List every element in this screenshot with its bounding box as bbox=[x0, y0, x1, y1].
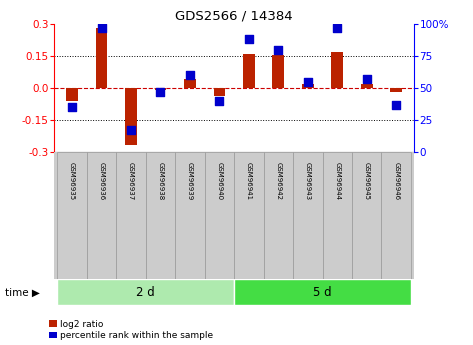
Legend: log2 ratio, percentile rank within the sample: log2 ratio, percentile rank within the s… bbox=[50, 320, 213, 341]
Bar bbox=[263, 152, 293, 279]
Text: GSM96941: GSM96941 bbox=[246, 162, 252, 200]
Text: 5 d: 5 d bbox=[313, 286, 332, 299]
Bar bbox=[213, 88, 225, 97]
Bar bbox=[381, 152, 411, 279]
Point bbox=[68, 104, 76, 110]
Title: GDS2566 / 14384: GDS2566 / 14384 bbox=[175, 10, 293, 23]
Bar bbox=[361, 84, 373, 88]
Point bbox=[333, 25, 341, 31]
Text: 2 d: 2 d bbox=[136, 286, 155, 299]
Point bbox=[245, 37, 253, 42]
Bar bbox=[302, 84, 314, 88]
Bar bbox=[57, 279, 234, 305]
Text: GSM96936: GSM96936 bbox=[98, 162, 105, 200]
Bar bbox=[96, 28, 107, 88]
Bar bbox=[155, 88, 166, 90]
Bar bbox=[57, 152, 87, 279]
Bar bbox=[332, 52, 343, 88]
Bar bbox=[66, 88, 78, 101]
Bar bbox=[116, 152, 146, 279]
Bar bbox=[146, 152, 175, 279]
Point bbox=[304, 79, 312, 84]
Bar bbox=[234, 279, 411, 305]
Bar bbox=[390, 88, 402, 92]
Text: GSM96943: GSM96943 bbox=[305, 162, 311, 200]
Bar bbox=[205, 152, 234, 279]
Text: GSM96937: GSM96937 bbox=[128, 162, 134, 200]
Point bbox=[393, 102, 400, 107]
Text: GSM96938: GSM96938 bbox=[158, 162, 164, 200]
Bar bbox=[125, 88, 137, 145]
Bar bbox=[293, 152, 323, 279]
Bar bbox=[352, 152, 381, 279]
Bar bbox=[323, 152, 352, 279]
Point bbox=[98, 25, 105, 31]
Point bbox=[274, 47, 282, 52]
Bar bbox=[234, 152, 263, 279]
Text: GSM96944: GSM96944 bbox=[334, 162, 340, 200]
Text: GSM96945: GSM96945 bbox=[364, 162, 370, 200]
Text: GSM96942: GSM96942 bbox=[275, 162, 281, 200]
Text: GSM96940: GSM96940 bbox=[217, 162, 222, 200]
Text: time ▶: time ▶ bbox=[5, 287, 40, 297]
Bar bbox=[184, 79, 196, 88]
Text: GSM96935: GSM96935 bbox=[69, 162, 75, 200]
Point bbox=[216, 98, 223, 104]
Point bbox=[186, 72, 194, 78]
Point bbox=[127, 127, 135, 133]
Point bbox=[363, 76, 370, 82]
Text: GSM96946: GSM96946 bbox=[393, 162, 399, 200]
Bar bbox=[175, 152, 205, 279]
Bar bbox=[243, 54, 255, 88]
Point bbox=[157, 89, 164, 95]
Text: GSM96939: GSM96939 bbox=[187, 162, 193, 200]
Bar bbox=[272, 55, 284, 88]
Bar bbox=[87, 152, 116, 279]
